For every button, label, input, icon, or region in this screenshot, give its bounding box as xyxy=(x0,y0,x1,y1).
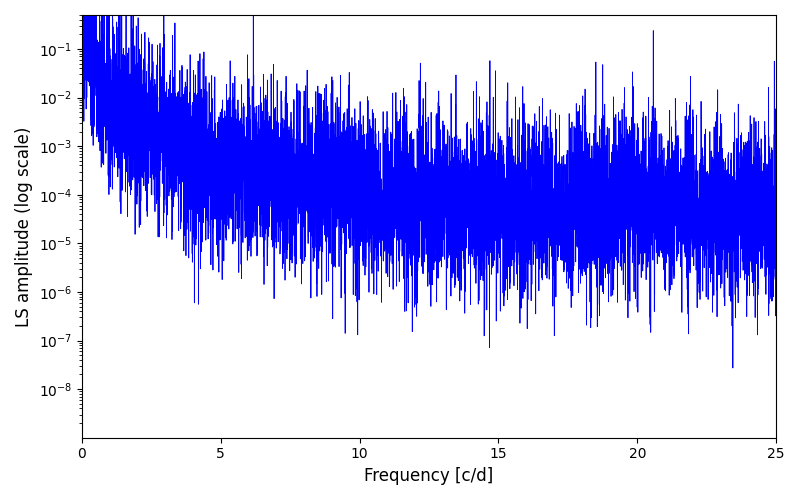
X-axis label: Frequency [c/d]: Frequency [c/d] xyxy=(364,467,494,485)
Y-axis label: LS amplitude (log scale): LS amplitude (log scale) xyxy=(15,126,33,326)
